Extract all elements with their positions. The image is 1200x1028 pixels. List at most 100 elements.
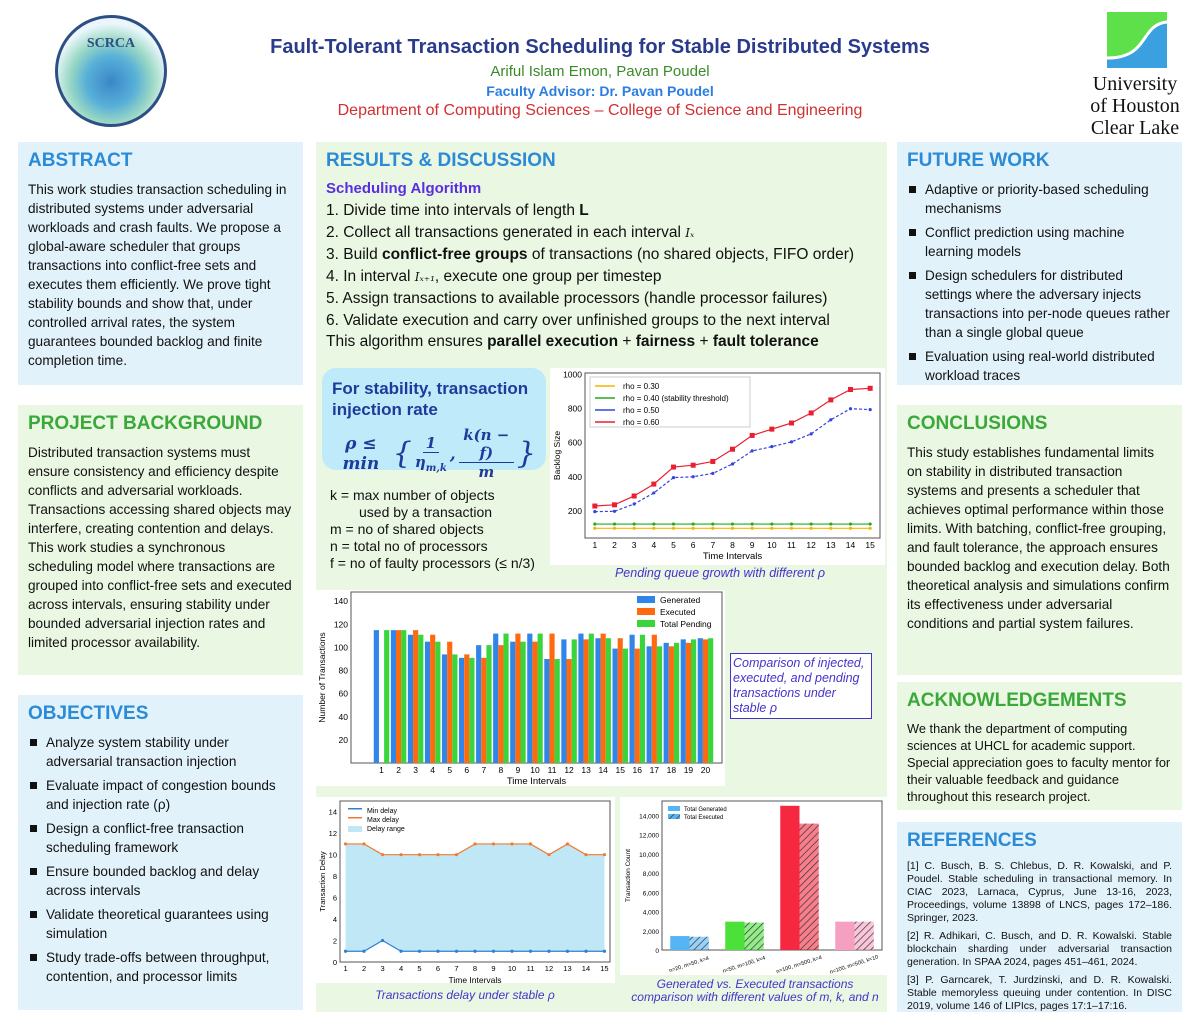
legend-swatch (348, 826, 362, 832)
legend-label: rho = 0.40 (stability threshold) (623, 394, 729, 403)
data-point (730, 526, 735, 530)
objectives-list: Analyze system stability under adversari… (28, 733, 293, 986)
future-work-section: FUTURE WORK Adaptive or priority-based s… (897, 142, 1182, 385)
data-point (491, 842, 496, 846)
data-point (612, 509, 617, 513)
stability-title: For stability, transaction injection rat… (332, 379, 529, 419)
x-tick-label: 11 (787, 540, 796, 550)
bar (441, 654, 448, 763)
x-tick-label: 14 (846, 540, 856, 550)
algorithm-step: 4. In interval Iₓ₊₁, execute one group p… (326, 266, 877, 289)
bar (401, 630, 407, 763)
data-point (809, 526, 813, 530)
data-point (710, 458, 716, 464)
bar (673, 642, 680, 763)
data-point (380, 853, 385, 857)
legend-swatch (348, 808, 362, 810)
bar (510, 641, 516, 763)
definition: used by a transaction (359, 504, 493, 520)
generated-executed-chart: 0 2,000 4,000 6,000 8,000 10,000 12,000 14,000 T… (620, 797, 887, 975)
data-point (671, 464, 676, 470)
bar (680, 639, 686, 763)
y-tick-label: 8 (333, 872, 337, 881)
legend-swatch (637, 620, 655, 627)
data-point (868, 407, 872, 412)
data-point (691, 526, 695, 530)
logo-line: of Houston (1090, 95, 1180, 117)
data-point (343, 949, 348, 953)
x-tick-label: 9 (516, 765, 521, 775)
bar (663, 642, 669, 763)
bar (435, 641, 441, 763)
step-text: , execute one group per timestep (434, 267, 662, 285)
bar (544, 659, 550, 763)
data-point (770, 526, 774, 530)
data-point (417, 853, 422, 857)
delay-range-area (345, 843, 605, 952)
data-point (593, 526, 597, 530)
data-point (362, 842, 366, 846)
y-tick-label: 120 (334, 619, 348, 629)
data-point (808, 410, 814, 416)
data-point (436, 853, 440, 857)
bar (476, 645, 482, 763)
data-point (730, 462, 735, 466)
y-tick-label: 40 (339, 712, 349, 722)
data-point (399, 853, 403, 857)
x-tick-label: 12 (806, 540, 816, 550)
legend-label: Generated (660, 595, 700, 605)
list-item: Design a conflict-free transaction sched… (28, 819, 293, 857)
x-tick-label: 3 (380, 964, 384, 973)
x-tick-label: 2 (396, 765, 401, 775)
bar (418, 634, 424, 763)
bar (554, 659, 560, 763)
y-tick-label: 2,000 (643, 929, 660, 936)
y-tick-label: 6 (333, 894, 337, 903)
x-tick-label: 6 (436, 964, 440, 973)
bar (498, 645, 504, 763)
summary-part: This algorithm ensures (326, 333, 488, 350)
x-tick-label: 18 (667, 765, 677, 775)
section-title: ACKNOWLEDGEMENTS (907, 690, 1127, 711)
y-tick-label: 60 (339, 689, 349, 699)
data-point (749, 432, 755, 438)
algorithm-step: 5. Assign transactions to available proc… (326, 288, 877, 310)
bar (634, 648, 640, 763)
y-tick-label: 4 (333, 915, 337, 924)
x-tick-label: n=20, m=50, k=4 (669, 956, 710, 975)
bar (691, 639, 697, 763)
x-tick-label: 4 (399, 964, 403, 973)
stability-formula: ρ ≤ min{ 1 ηm,k, k(n − f) m } (342, 426, 536, 481)
data-point (750, 522, 754, 526)
y-tick-label: 14 (329, 808, 337, 817)
data-point (631, 493, 637, 499)
legend-label: rho = 0.60 (623, 418, 660, 427)
x-tick-label: 5 (447, 765, 452, 775)
data-point (399, 949, 403, 953)
advisor: Faculty Advisor: Dr. Pavan Poudel (486, 83, 714, 99)
poster-title: Fault-Tolerant Transaction Scheduling fo… (270, 36, 930, 58)
y-tick-label: 800 (568, 404, 582, 414)
y-tick-label: 10 (329, 851, 337, 860)
bar-hatch (744, 922, 764, 950)
plot-frame (584, 372, 881, 539)
bar (520, 641, 526, 763)
legend-label: Min delay (367, 808, 397, 815)
bar (571, 639, 577, 763)
section-title: OBJECTIVES (28, 703, 149, 724)
algorithm-step: 3. Build conflict-free groups of transac… (326, 244, 877, 266)
data-point (632, 522, 636, 526)
data-point (809, 432, 813, 436)
data-point (454, 949, 459, 953)
y-tick-label: 1000 (563, 370, 582, 380)
algorithm-steps: 1. Divide time into intervals of length … (326, 200, 877, 331)
x-tick-label: 3 (632, 540, 637, 550)
data-point (691, 475, 695, 479)
x-tick-label: 13 (826, 540, 836, 550)
x-tick-label: 19 (684, 765, 694, 775)
variable-definitions: k = max number of objects used by a tran… (330, 487, 535, 572)
list-item: Analyze system stability under adversari… (28, 733, 293, 771)
reference: [3] P. Garncarek, T. Jurdzinski, and D. … (907, 974, 1172, 1012)
department: Department of Computing Sciences – Colle… (337, 102, 863, 119)
y-tick-label: 14,000 (639, 813, 659, 820)
